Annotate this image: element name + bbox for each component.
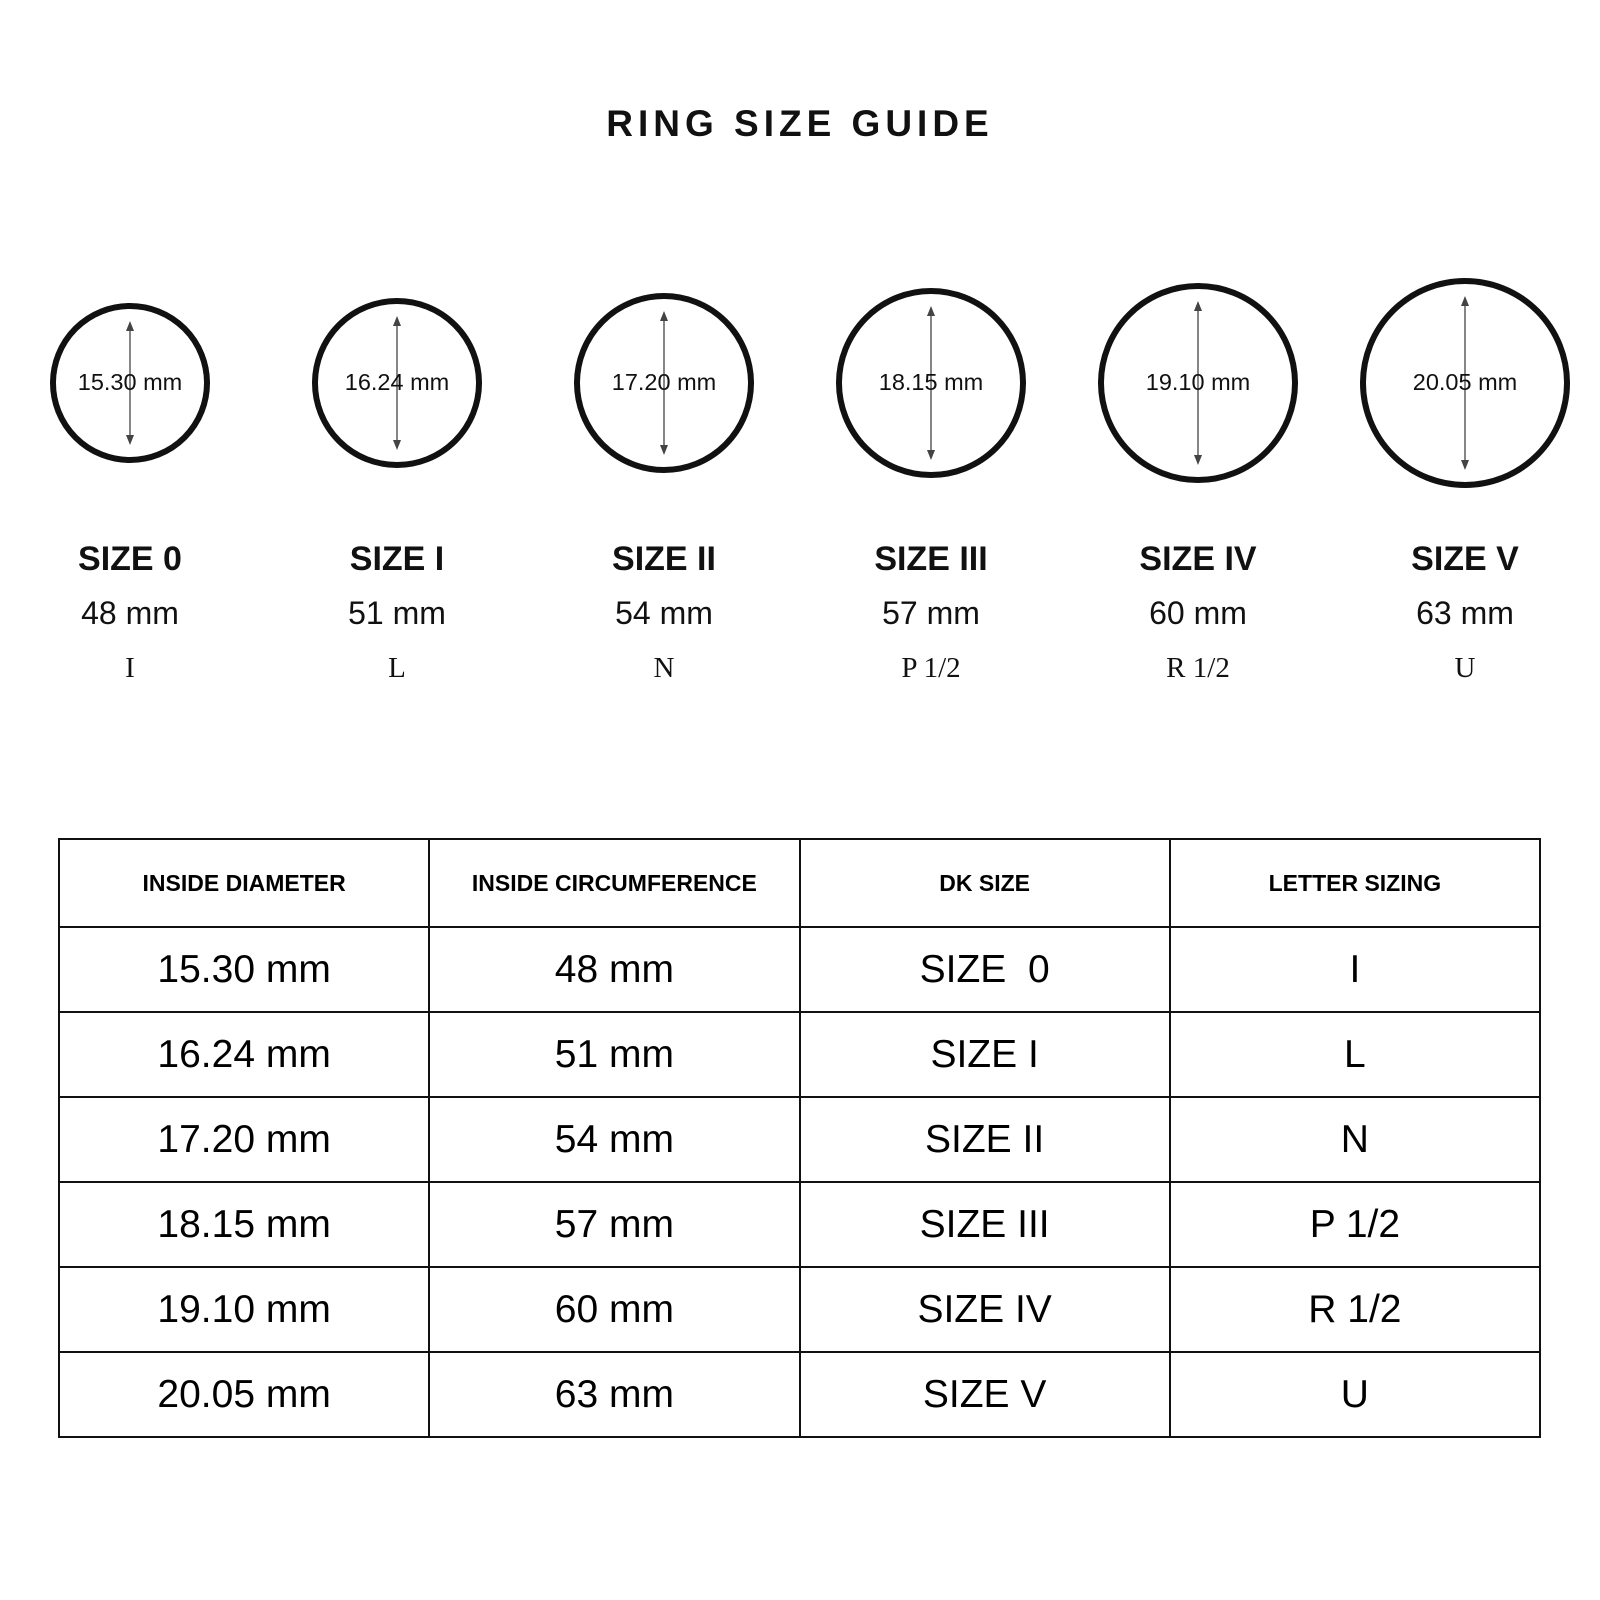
svg-text:16.24 mm: 16.24 mm bbox=[345, 369, 450, 395]
svg-text:20.05 mm: 20.05 mm bbox=[1413, 369, 1518, 395]
svg-text:19.10 mm: 19.10 mm bbox=[1146, 369, 1251, 395]
svg-text:18.15 mm: 18.15 mm bbox=[879, 369, 984, 395]
svg-text:15.30 mm: 15.30 mm bbox=[78, 369, 183, 395]
svg-text:17.20 mm: 17.20 mm bbox=[612, 369, 717, 395]
